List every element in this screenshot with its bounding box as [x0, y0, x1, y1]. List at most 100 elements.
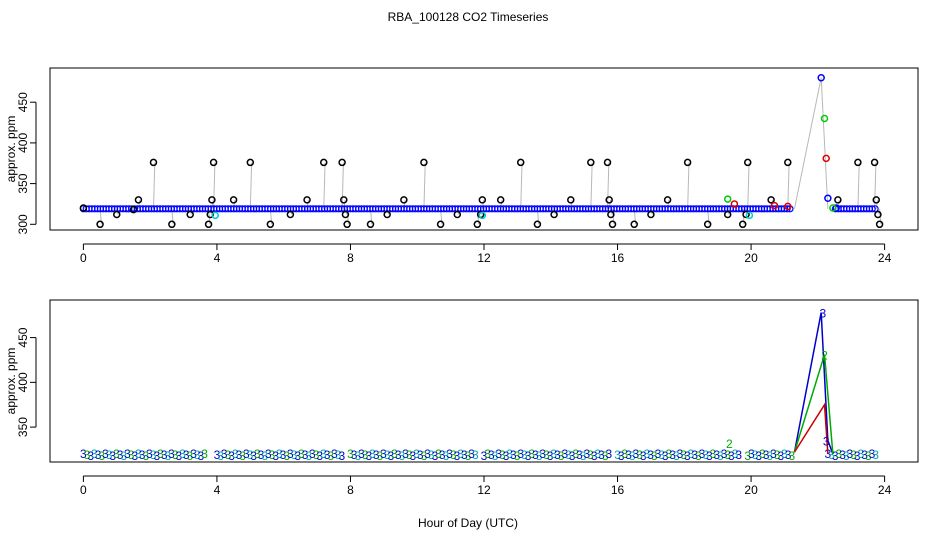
- bottom-level-label: 3: [327, 449, 334, 463]
- bottom-level-label: 3: [117, 448, 124, 462]
- bottom-level-label: 3: [161, 448, 168, 462]
- bottom-level-label: 3: [713, 448, 720, 462]
- bottom-level-label: 3: [488, 448, 495, 462]
- bottom-level-label: 3: [854, 449, 861, 463]
- bottom-level-label: 3: [755, 449, 762, 463]
- top-dense-point: [871, 205, 879, 213]
- top-point-black: [206, 210, 214, 219]
- top-point-black: [186, 210, 194, 219]
- top-point-black: [168, 220, 176, 229]
- bottom-level-label: 3: [380, 447, 387, 461]
- bottom-level-label: 3: [428, 448, 435, 462]
- bottom-level-label: 3: [728, 449, 735, 463]
- top-point-black: [784, 158, 792, 167]
- top-x-tick-label: 20: [744, 251, 758, 265]
- bottom-annotation: 2: [726, 437, 733, 451]
- top-y-tick-label: 400: [16, 133, 30, 153]
- bottom-level-label: 3: [347, 447, 354, 461]
- top-point-black: [208, 196, 216, 204]
- bottom-level-label: 3: [472, 448, 479, 462]
- top-trace-line: [520, 162, 523, 209]
- top-x-tick-label: 4: [214, 251, 221, 265]
- bottom-level-label: 3: [759, 447, 766, 461]
- bottom-x-tick-label: 16: [611, 483, 625, 497]
- bottom-level-label: 3: [644, 447, 651, 461]
- top-point-green: [829, 204, 837, 212]
- top-point-black: [303, 196, 311, 204]
- bottom-level-label: 3: [80, 447, 87, 461]
- bottom-level-label: 3: [543, 448, 550, 462]
- bottom-level-label: 3: [98, 449, 105, 463]
- bottom-level-label: 3: [640, 449, 647, 463]
- bottom-level-label: 3: [572, 447, 579, 461]
- bottom-level-label: 3: [633, 447, 640, 461]
- bottom-x-tick-label: 24: [878, 483, 892, 497]
- bottom-level-label: 3: [872, 448, 879, 462]
- top-point-black: [79, 204, 88, 212]
- bottom-level-label: 3: [95, 448, 102, 462]
- top-point-red: [822, 154, 830, 163]
- top-point-black: [286, 210, 295, 219]
- bottom-level-label: 3: [748, 447, 755, 461]
- bottom-level-label: 3: [461, 448, 468, 462]
- bottom-level-label: 3: [636, 448, 643, 462]
- top-trace-line: [747, 162, 750, 209]
- bottom-level-label: 3: [525, 449, 532, 463]
- bottom-level-label: 3: [706, 449, 713, 463]
- bottom-level-label: 3: [735, 448, 742, 462]
- bottom-level-label: 3: [302, 448, 309, 462]
- bottom-level-label: 3: [183, 448, 190, 462]
- bottom-level-label: 3: [362, 448, 369, 462]
- bottom-level-label: 3: [785, 448, 792, 462]
- bottom-level-label: 3: [825, 447, 832, 461]
- top-point-black: [134, 196, 143, 204]
- bottom-level-label: 3: [410, 449, 417, 463]
- bottom-level-label: 3: [702, 448, 709, 462]
- bottom-level-label: 3: [109, 449, 116, 463]
- top-plot-frame: [49, 67, 919, 231]
- bottom-x-tick-label: 20: [744, 483, 758, 497]
- bottom-level-label: 3: [106, 448, 113, 462]
- bottom-level-label: 3: [677, 447, 684, 461]
- top-y-axis-label: approx. ppm: [4, 116, 18, 183]
- top-trace-line: [137, 199, 141, 209]
- top-point-black: [587, 158, 595, 167]
- top-point-black: [608, 220, 617, 229]
- bottom-level-label: 3: [625, 448, 632, 462]
- top-point-black: [605, 196, 613, 204]
- bottom-level-label: 3: [770, 447, 777, 461]
- bottom-level-label: 3: [236, 448, 243, 462]
- bottom-series-lines: [793, 312, 834, 455]
- top-point-cyan: [745, 211, 754, 220]
- bottom-level-label: 3: [120, 449, 127, 463]
- top-point-black: [96, 220, 104, 229]
- bottom-level-label: 3: [239, 449, 246, 463]
- top-x-tick-label: 24: [878, 251, 892, 265]
- bottom-level-label: 3: [225, 448, 232, 462]
- top-dense-point: [868, 205, 876, 213]
- bottom-level-label: 3: [365, 449, 372, 463]
- top-point-black: [834, 196, 842, 204]
- bottom-level-label: 3: [468, 447, 475, 461]
- bottom-level-label: 3: [594, 447, 601, 461]
- bottom-level-label: 3: [424, 447, 431, 461]
- top-trace-line: [874, 162, 877, 209]
- bottom-level-label: 3: [221, 447, 228, 461]
- top-trace-line: [213, 162, 216, 209]
- bottom-level-label: 3: [142, 449, 149, 463]
- bottom-level-label: 3: [309, 447, 316, 461]
- bottom-level-label: 3: [187, 449, 194, 463]
- bottom-level-label: 3: [373, 448, 380, 462]
- top-point-black: [113, 210, 121, 219]
- bottom-level-label: 3: [576, 448, 583, 462]
- bottom-level-label: 3: [228, 449, 235, 463]
- bottom-x-tick-label: 4: [214, 483, 221, 497]
- bottom-level-label: 3: [536, 449, 543, 463]
- bottom-level-label: 3: [247, 448, 254, 462]
- x-axis-label: Hour of Day (UTC): [418, 516, 518, 530]
- bottom-annotations: 3 2 3 2: [726, 307, 830, 452]
- top-point-black: [246, 158, 255, 167]
- bottom-level-label: 3: [457, 447, 464, 461]
- top-point-black: [383, 210, 391, 219]
- bottom-level-label: 3: [669, 448, 676, 462]
